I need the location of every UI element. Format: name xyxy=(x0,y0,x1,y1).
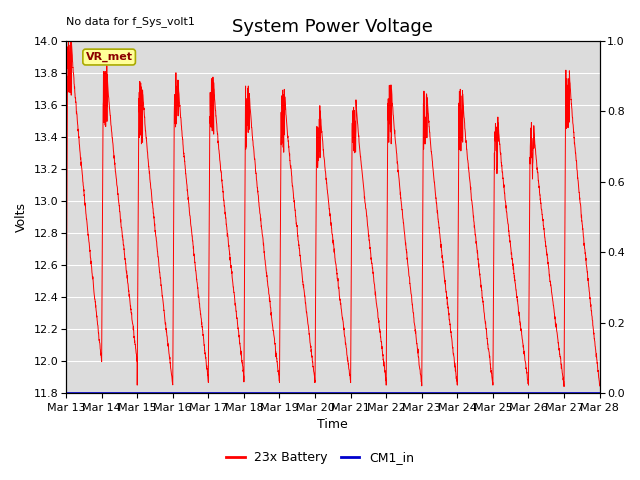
Text: No data for f_Sys_volt1: No data for f_Sys_volt1 xyxy=(66,16,195,26)
Title: System Power Voltage: System Power Voltage xyxy=(232,18,433,36)
Y-axis label: Volts: Volts xyxy=(15,202,28,232)
Legend: 23x Battery, CM1_in: 23x Battery, CM1_in xyxy=(221,446,419,469)
Text: VR_met: VR_met xyxy=(86,52,132,62)
X-axis label: Time: Time xyxy=(317,419,348,432)
